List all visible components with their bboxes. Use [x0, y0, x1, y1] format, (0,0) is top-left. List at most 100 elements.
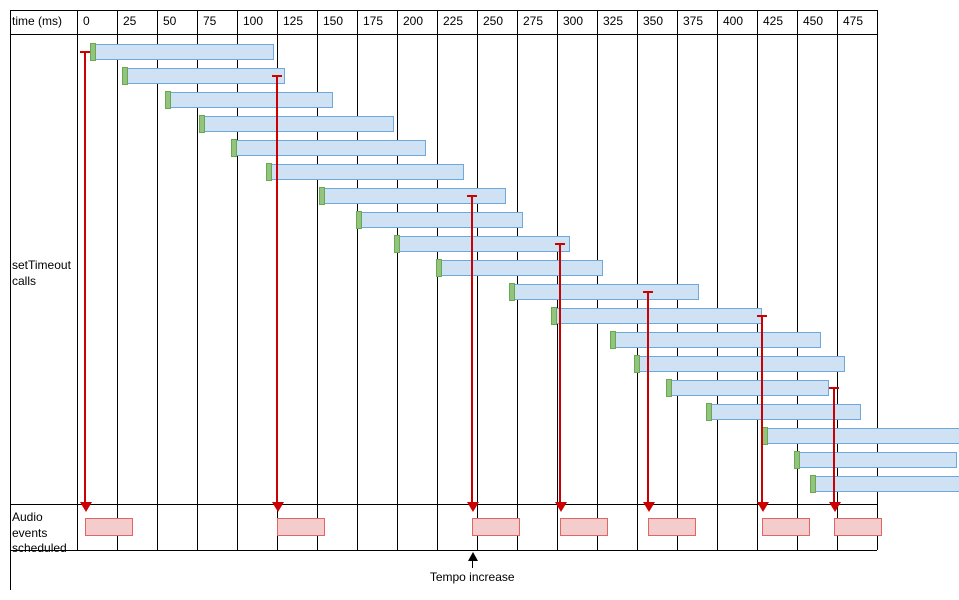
grid-line	[117, 10, 118, 550]
arrow-head-icon	[555, 502, 567, 512]
timeout-bar	[765, 428, 959, 444]
timeout-bar	[669, 380, 829, 396]
audio-event-bar	[762, 518, 810, 536]
grid-line	[717, 10, 718, 550]
schedule-tick	[319, 187, 325, 205]
tick-label: 0	[79, 10, 94, 34]
arrow-head-icon	[643, 502, 655, 512]
timeout-bar	[554, 308, 762, 324]
grid-line	[197, 10, 198, 550]
grid-line	[797, 10, 798, 550]
grid-line	[637, 10, 638, 550]
audio-row-label: Audioeventsscheduled	[10, 506, 77, 561]
tick-label: 375	[679, 10, 707, 34]
schedule-tick	[90, 43, 96, 61]
grid-line	[437, 10, 438, 550]
timeout-bar	[709, 404, 861, 420]
timeout-bar	[125, 68, 285, 84]
tick-label: 350	[639, 10, 667, 34]
timeout-bar	[168, 92, 333, 108]
tick-label: 150	[319, 10, 347, 34]
timeout-bar	[813, 476, 959, 492]
timeout-bar	[397, 236, 570, 252]
arrow-head-icon	[467, 502, 479, 512]
audio-event-bar	[834, 518, 882, 536]
tick-label: 200	[399, 10, 427, 34]
schedule-tick	[634, 355, 640, 373]
tick-label: 75	[199, 10, 220, 34]
tick-label: 400	[719, 10, 747, 34]
tick-label: 225	[439, 10, 467, 34]
tick-label: 125	[279, 10, 307, 34]
grid-line	[557, 10, 558, 550]
arrow-line	[833, 388, 835, 504]
schedule-tick	[509, 283, 515, 301]
audio-event-bar	[560, 518, 608, 536]
grid-line	[837, 10, 838, 550]
schedule-tick	[266, 163, 272, 181]
timeout-bar	[512, 284, 699, 300]
tick-label: 25	[119, 10, 140, 34]
tick-label: 250	[479, 10, 507, 34]
tick-label: 325	[599, 10, 627, 34]
timeout-bar	[269, 164, 464, 180]
timeout-bar	[93, 44, 274, 60]
schedule-tick	[666, 379, 672, 397]
tick-label: 475	[839, 10, 867, 34]
timeout-row-label: setTimeoutcalls	[10, 254, 77, 293]
arrow-line	[559, 244, 561, 504]
grid-line	[517, 10, 518, 550]
grid-line	[77, 10, 78, 550]
audio-event-bar	[277, 518, 325, 536]
timeout-bar	[234, 140, 426, 156]
arrow-line	[761, 316, 763, 504]
schedule-tick	[436, 259, 442, 277]
schedule-tick	[122, 67, 128, 85]
tempo-arrow-icon	[468, 552, 478, 561]
grid-line	[357, 10, 358, 550]
grid-line	[677, 10, 678, 550]
timeout-bar	[322, 188, 506, 204]
tick-label: 275	[519, 10, 547, 34]
schedule-tick	[810, 475, 816, 493]
grid-line	[317, 10, 318, 550]
schedule-tick	[165, 91, 171, 109]
audio-event-bar	[85, 518, 133, 536]
arrow-head-icon	[80, 502, 92, 512]
grid-line	[237, 10, 238, 550]
audio-event-bar	[472, 518, 520, 536]
tick-label: 450	[799, 10, 827, 34]
arrow-head-icon	[829, 502, 841, 512]
arrow-head-icon	[272, 502, 284, 512]
time-header-label: time (ms)	[10, 10, 77, 34]
audio-event-bar	[648, 518, 696, 536]
tick-label: 425	[759, 10, 787, 34]
timeout-bar	[202, 116, 394, 132]
tick-label: 100	[239, 10, 267, 34]
schedule-tick	[356, 211, 362, 229]
timeout-bar	[613, 332, 821, 348]
grid-line	[477, 10, 478, 550]
schedule-tick	[231, 139, 237, 157]
schedule-tick	[394, 235, 400, 253]
tick-label: 175	[359, 10, 387, 34]
arrow-head-icon	[757, 502, 769, 512]
schedule-tick	[762, 427, 768, 445]
arrow-line	[276, 76, 278, 504]
schedule-tick	[706, 403, 712, 421]
grid-line-end	[877, 10, 878, 550]
tempo-stem	[472, 560, 473, 568]
schedule-tick	[199, 115, 205, 133]
arrow-line	[471, 196, 473, 504]
grid-line	[597, 10, 598, 550]
timeout-bar	[637, 356, 845, 372]
timeout-bar	[359, 212, 524, 228]
tick-label: 50	[159, 10, 180, 34]
tick-label: 300	[559, 10, 587, 34]
timeout-bar	[797, 452, 957, 468]
schedule-tick	[794, 451, 800, 469]
arrow-line	[84, 52, 86, 504]
grid-line	[397, 10, 398, 550]
schedule-tick	[610, 331, 616, 349]
timeout-bar	[439, 260, 604, 276]
